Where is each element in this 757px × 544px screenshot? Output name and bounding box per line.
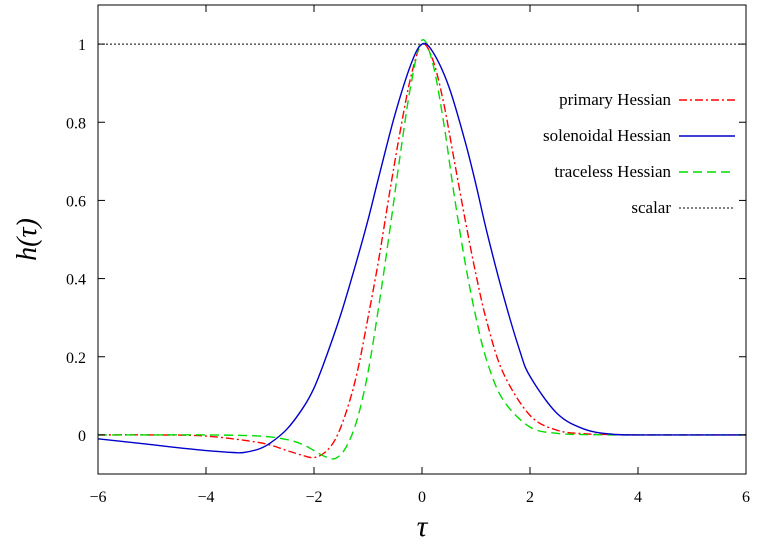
axis-ticks: [97, 5, 747, 474]
legend-label: solenoidal Hessian: [543, 126, 671, 145]
x-tick-label: −6: [89, 489, 106, 506]
plot-frame: [97, 4, 747, 475]
tick-labels: −6 −4 −2 0 2 4 6 0 0.2 0.4 0.6 0.8 1: [66, 37, 750, 506]
y-tick-label: 0.2: [66, 350, 86, 367]
legend: primary Hessian solenoidal Hessian tracele…: [543, 90, 735, 217]
y-tick-label: 0.4: [66, 272, 86, 289]
series-line-solenoidal-hessian: [97, 42, 746, 454]
legend-label: scalar: [631, 198, 671, 217]
y-tick-label: 0: [78, 428, 86, 445]
series-line-traceless-hessian: [97, 38, 746, 460]
x-tick-label: −2: [305, 489, 322, 506]
x-tick-label: 2: [526, 489, 534, 506]
x-tick-label: −4: [197, 489, 214, 506]
y-axis-label: h(τ): [12, 218, 43, 261]
x-tick-label: 4: [634, 489, 642, 506]
legend-label: primary Hessian: [559, 90, 671, 109]
data-curves: [97, 38, 746, 460]
legend-label: traceless Hessian: [554, 162, 671, 181]
series-line-primary-hessian: [97, 42, 746, 459]
y-tick-label: 0.6: [66, 193, 86, 210]
y-tick-label: 0.8: [66, 115, 86, 132]
x-tick-label: 6: [742, 489, 750, 506]
y-tick-label: 1: [78, 37, 86, 54]
x-axis-label: τ: [417, 510, 429, 543]
x-tick-label: 0: [418, 489, 426, 506]
